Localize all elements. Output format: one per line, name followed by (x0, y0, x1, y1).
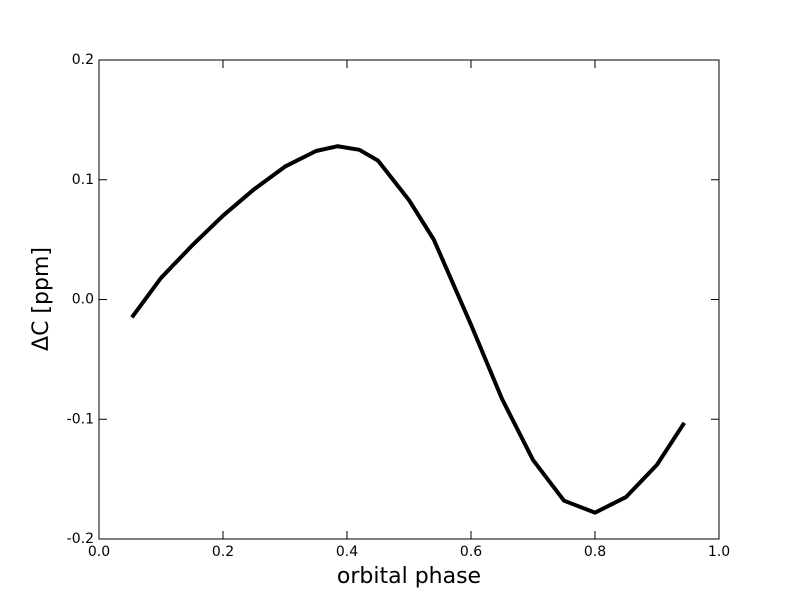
y-axis-label: ΔC [ppm] (29, 247, 54, 351)
x-axis-label: orbital phase (337, 564, 481, 589)
y-tick-label: 0.0 (72, 292, 94, 308)
x-tick-label: 0.4 (336, 544, 358, 560)
x-tick-label: 0.8 (584, 544, 606, 560)
x-tick-label: 0.6 (460, 544, 482, 560)
y-tick-label: -0.2 (67, 531, 94, 547)
line-series (130, 144, 686, 515)
y-tick-label: 0.1 (72, 172, 94, 188)
y-tick-label: -0.1 (67, 411, 94, 427)
x-tick-label: 0.2 (212, 544, 234, 560)
x-tick-label: 0.0 (88, 544, 110, 560)
plot-frame (98, 59, 720, 540)
x-tick-label: 1.0 (708, 544, 730, 560)
y-tick-label: 0.2 (72, 52, 94, 68)
